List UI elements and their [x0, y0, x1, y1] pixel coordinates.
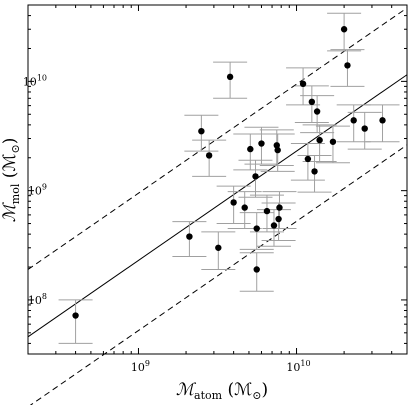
- data-point: [253, 266, 260, 273]
- data-point: [270, 222, 278, 229]
- data-point: [311, 168, 318, 175]
- y-tick-label: 1010: [23, 73, 47, 88]
- tick-base: 10: [23, 75, 37, 88]
- y-axis-unit-subscript: ⊙: [9, 144, 22, 153]
- data-point: [253, 225, 260, 232]
- data-point: [273, 142, 280, 149]
- data-point: [215, 244, 222, 251]
- data-point: [350, 117, 357, 124]
- tick-base: 10: [28, 294, 42, 307]
- x-axis-symbol: ℳ: [176, 380, 197, 400]
- data-point: [304, 155, 312, 163]
- data-point: [252, 173, 259, 180]
- error-bar: [213, 61, 248, 99]
- data-point: [274, 146, 281, 154]
- error-bar: [58, 299, 93, 344]
- data-point: [258, 140, 265, 147]
- data-point: [340, 26, 348, 33]
- y-axis-unit-close: ): [0, 138, 20, 145]
- data-point: [226, 73, 234, 81]
- reference-lines: [27, 7, 408, 408]
- data-point: [263, 207, 271, 215]
- y-axis-unit-open: (ℳ: [0, 153, 20, 183]
- fit-line: [27, 74, 408, 338]
- data-point: [308, 98, 316, 106]
- y-axis-symbol: ℳ: [0, 201, 20, 222]
- data-point: [205, 152, 213, 159]
- tick-exponent: 10: [300, 359, 310, 368]
- plot-area: [28, 5, 407, 354]
- tick-base: 10: [28, 185, 42, 198]
- data-point: [241, 204, 248, 211]
- x-tick-label: 109: [131, 359, 150, 374]
- data-point: [329, 138, 337, 145]
- tick-exponent: 8: [42, 292, 47, 301]
- dashed-line-1: [27, 7, 408, 270]
- x-axis-unit-open: (ℳ: [222, 380, 252, 400]
- x-axis-unit-close: ): [262, 380, 269, 400]
- data-points: [72, 26, 386, 319]
- data-point: [361, 125, 368, 132]
- x-axis-label: ℳatom (ℳ⊙): [176, 380, 268, 402]
- data-point: [230, 199, 237, 206]
- tick-base: 10: [286, 361, 300, 374]
- data-point: [72, 312, 79, 319]
- x-tick-label: 1010: [286, 359, 310, 374]
- plot-frame: [27, 4, 408, 355]
- tick-exponent: 10: [37, 73, 47, 82]
- data-point: [247, 145, 254, 153]
- y-axis-subscript: mol: [9, 183, 22, 204]
- y-tick-label: 108: [28, 292, 47, 307]
- data-point: [313, 108, 321, 115]
- tick-exponent: 9: [145, 359, 150, 368]
- data-point: [186, 233, 193, 240]
- data-point: [299, 80, 307, 88]
- data-point: [275, 215, 282, 223]
- data-point: [198, 128, 205, 135]
- data-point: [276, 204, 283, 211]
- x-axis-subscript: atom: [194, 389, 223, 402]
- y-axis-label: ℳmol (ℳ⊙): [0, 138, 22, 223]
- tick-base: 10: [131, 361, 145, 374]
- dashed-line-2: [27, 144, 408, 408]
- y-tick-label: 109: [28, 183, 47, 198]
- data-point: [379, 117, 386, 124]
- data-point: [344, 62, 351, 69]
- tick-exponent: 9: [42, 183, 47, 192]
- data-point: [316, 136, 323, 144]
- x-axis-unit-subscript: ⊙: [252, 389, 261, 402]
